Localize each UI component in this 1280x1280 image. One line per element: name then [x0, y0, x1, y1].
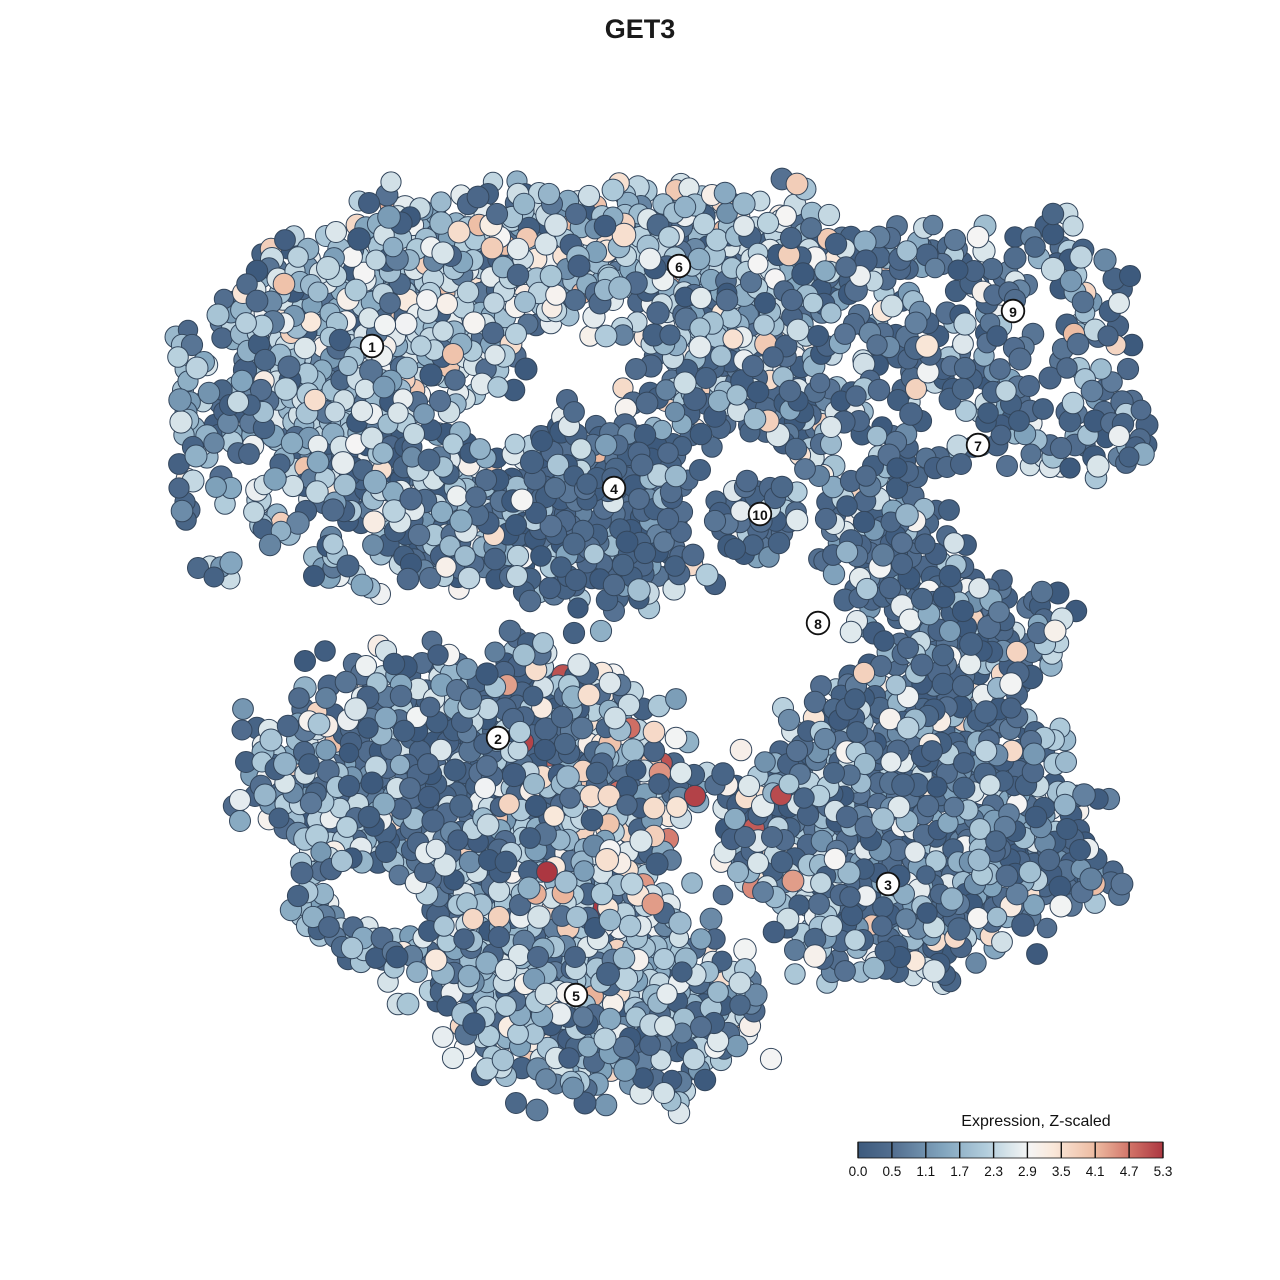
svg-text:2.3: 2.3: [984, 1164, 1003, 1179]
svg-text:3: 3: [884, 877, 892, 893]
svg-text:1.1: 1.1: [916, 1164, 935, 1179]
svg-text:4.7: 4.7: [1120, 1164, 1139, 1179]
svg-text:9: 9: [1009, 304, 1017, 320]
svg-text:0.0: 0.0: [849, 1164, 868, 1179]
svg-text:2.9: 2.9: [1018, 1164, 1037, 1179]
svg-text:8: 8: [814, 616, 822, 632]
svg-text:1: 1: [368, 339, 376, 355]
svg-text:3.5: 3.5: [1052, 1164, 1071, 1179]
svg-text:4: 4: [610, 481, 618, 497]
svg-text:Expression, Z-scaled: Expression, Z-scaled: [961, 1113, 1110, 1130]
svg-text:0.5: 0.5: [883, 1164, 902, 1179]
svg-text:5: 5: [572, 988, 580, 1004]
svg-text:4.1: 4.1: [1086, 1164, 1105, 1179]
svg-text:1.7: 1.7: [950, 1164, 969, 1179]
svg-text:5.3: 5.3: [1154, 1164, 1173, 1179]
svg-text:6: 6: [675, 259, 683, 275]
svg-text:10: 10: [752, 507, 768, 523]
svg-text:7: 7: [974, 438, 982, 454]
svg-text:2: 2: [494, 731, 502, 747]
